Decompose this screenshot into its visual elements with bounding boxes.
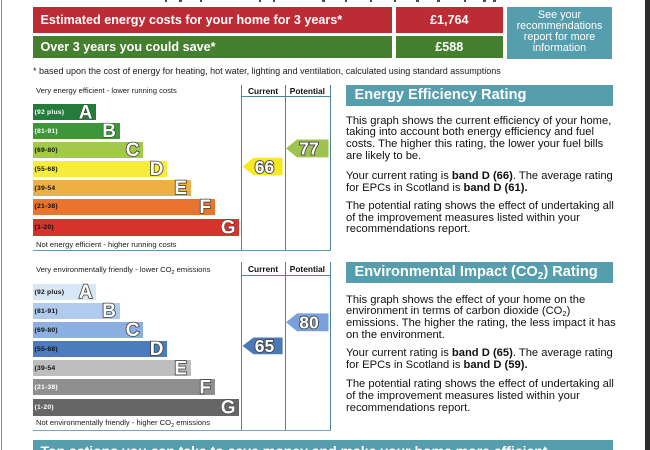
svg-text:E: E xyxy=(174,178,187,199)
svg-text:77: 77 xyxy=(299,139,318,159)
svg-text:D: D xyxy=(150,339,164,360)
svg-text:C: C xyxy=(126,140,140,161)
svg-text:A: A xyxy=(79,282,93,303)
svg-text:F: F xyxy=(199,197,211,218)
svg-text:66: 66 xyxy=(255,157,275,177)
svg-text:B: B xyxy=(102,121,116,142)
svg-text:G: G xyxy=(221,218,236,239)
svg-text:A: A xyxy=(79,102,93,123)
svg-text:G: G xyxy=(221,398,236,419)
svg-text:F: F xyxy=(199,377,211,398)
svg-text:80: 80 xyxy=(299,313,319,333)
svg-text:C: C xyxy=(126,320,140,341)
svg-text:E: E xyxy=(174,358,187,379)
svg-text:D: D xyxy=(150,159,164,180)
svg-text:65: 65 xyxy=(255,336,275,356)
svg-text:B: B xyxy=(102,301,116,322)
